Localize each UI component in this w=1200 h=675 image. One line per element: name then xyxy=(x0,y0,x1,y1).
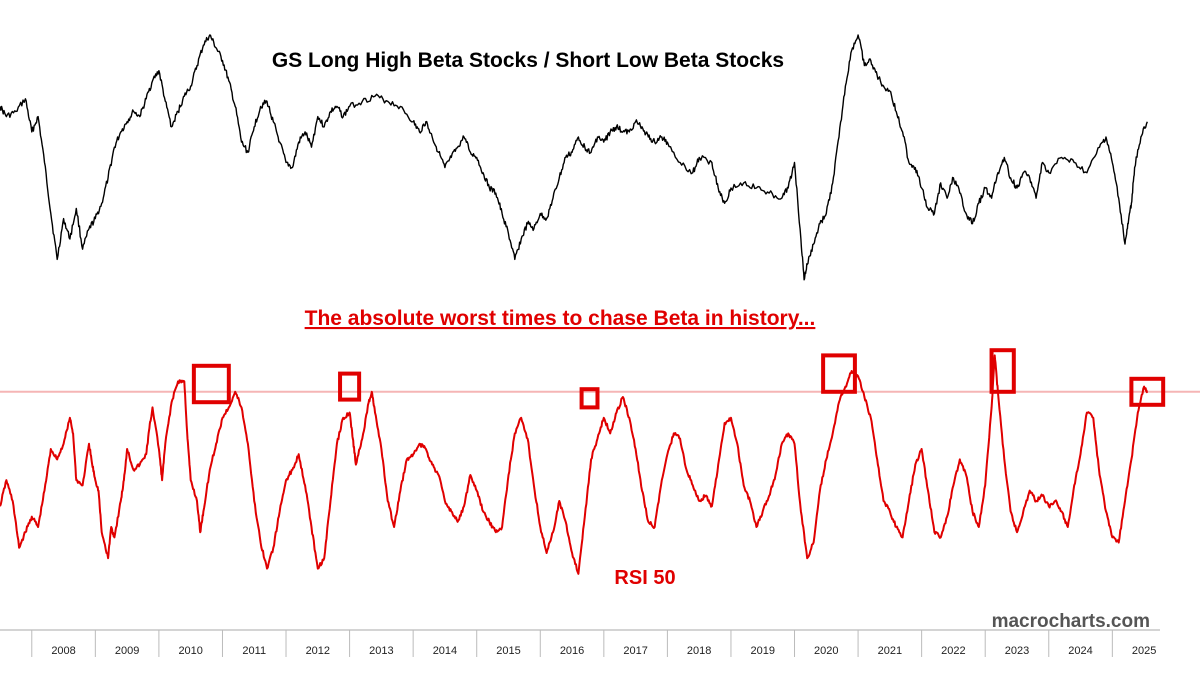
price-ratio-line xyxy=(0,34,1148,281)
headline-annotation: The absolute worst times to chase Beta i… xyxy=(305,307,816,330)
rsi-line xyxy=(0,354,1149,575)
x-tick-label: 2023 xyxy=(1005,645,1029,657)
highlight-boxes xyxy=(191,348,1166,410)
highlight-box-5 xyxy=(989,348,1016,394)
x-tick-label: 2009 xyxy=(115,645,139,657)
x-tick-label: 2012 xyxy=(306,645,330,657)
x-tick-label: 2017 xyxy=(623,645,647,657)
x-tick-label: 2015 xyxy=(496,645,520,657)
highlight-box-6 xyxy=(1129,376,1166,407)
x-tick-label: 2018 xyxy=(687,645,711,657)
x-tick-label: 2021 xyxy=(878,645,902,657)
x-tick-label: 2011 xyxy=(242,645,266,657)
x-tick-label: 2016 xyxy=(560,645,584,657)
price-ratio-series xyxy=(0,34,1148,281)
x-tick-label: 2024 xyxy=(1068,645,1092,657)
x-tick-label: 2020 xyxy=(814,645,838,657)
x-axis-ticks: 2008 2009 2010 2011 2012 2013 2014 2015 2016 2017… xyxy=(31,630,1156,657)
highlight-box-4 xyxy=(821,353,857,394)
x-tick-label: 2025 xyxy=(1132,645,1156,657)
rsi-series xyxy=(0,354,1149,575)
highlight-box-3 xyxy=(579,387,600,410)
highlight-box-2 xyxy=(338,371,362,402)
x-tick-label: 2019 xyxy=(750,645,774,657)
watermark: macrocharts.com xyxy=(992,611,1150,632)
rsi-label: RSI 50 xyxy=(614,567,675,589)
x-tick-label: 2008 xyxy=(51,645,75,657)
x-tick-label: 2013 xyxy=(369,645,393,657)
highlight-box-1 xyxy=(191,363,231,405)
x-tick-label: 2010 xyxy=(178,645,202,657)
x-tick-label: 2014 xyxy=(433,645,457,657)
x-tick-label: 2022 xyxy=(941,645,965,657)
chart-title: GS Long High Beta Stocks / Short Low Bet… xyxy=(272,49,784,72)
